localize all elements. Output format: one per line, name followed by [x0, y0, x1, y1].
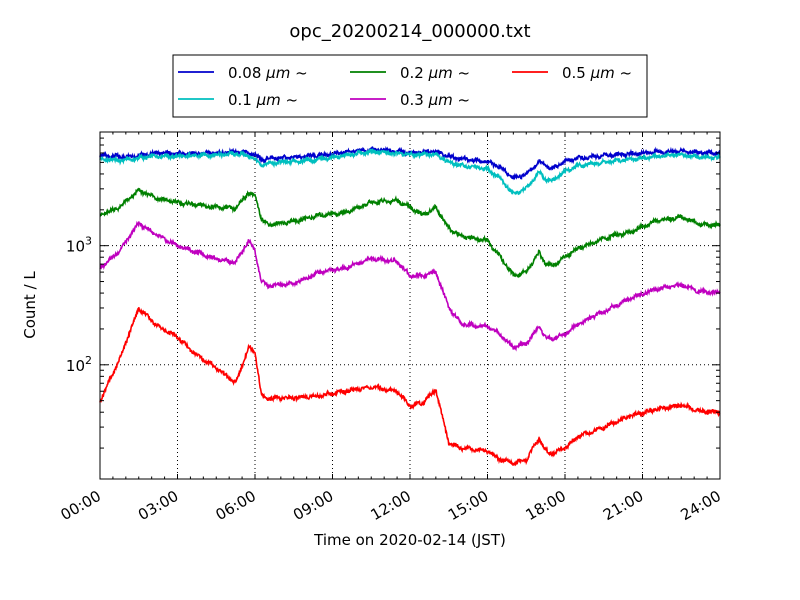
x-tick-label: 15:00 — [445, 487, 491, 524]
x-tick-label: 03:00 — [135, 487, 181, 524]
chart-title: opc_20200214_000000.txt — [289, 21, 530, 42]
series-line-0.1 — [99, 148, 721, 196]
x-tick-label: 18:00 — [523, 487, 569, 524]
plot-frame — [99, 131, 721, 480]
legend-label-0.08: 0.08 μm ~ — [228, 64, 308, 82]
x-tick-label: 09:00 — [290, 487, 336, 524]
y-tick-label: 102 — [66, 354, 92, 375]
legend-label-0.1: 0.1 μm ~ — [228, 91, 298, 109]
legend-frame — [172, 54, 648, 118]
legend-label-0.3: 0.3 μm ~ — [400, 91, 470, 109]
x-tick-label: 24:00 — [678, 487, 724, 524]
y-tick-label: 103 — [66, 235, 92, 256]
x-tick-label: 00:00 — [58, 487, 104, 524]
plot-lines — [99, 145, 721, 467]
x-tick-label: 21:00 — [600, 487, 646, 524]
grid — [100, 132, 720, 479]
legend: 0.08 μm ~ 0.1 μm ~ 0.2 μm ~ 0.3 μm ~ 0.5 μm … — [172, 54, 648, 118]
series-line-0.08 — [99, 145, 721, 181]
ticks: 00:00 03:00 06:00 09:00 12:00 15:00 18:00 21:00… — [58, 131, 724, 524]
series-line-0.3 — [99, 220, 721, 352]
legend-label-0.5: 0.5 μm ~ — [562, 64, 632, 82]
x-axis-title: Time on 2020-02-14 (JST) — [313, 531, 506, 549]
x-tick-label: 06:00 — [213, 487, 259, 524]
legend-label-0.2: 0.2 μm ~ — [400, 64, 470, 82]
series-line-0.5 — [99, 307, 721, 467]
series-line-0.2 — [99, 187, 721, 279]
x-tick-label: 12:00 — [368, 487, 414, 524]
y-axis-title: Count / L — [21, 271, 39, 339]
